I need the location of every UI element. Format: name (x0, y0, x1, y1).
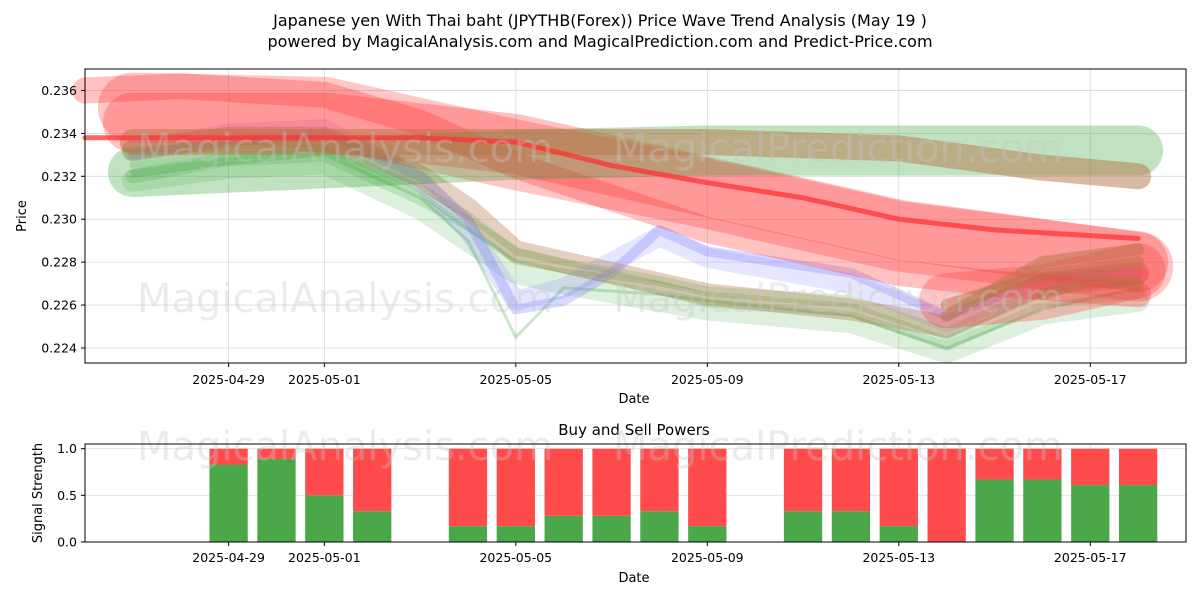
sell-bar (927, 448, 966, 542)
main-series-layer (72, 72, 1174, 364)
sell-bar (592, 448, 631, 516)
watermark-top-left: MagicalAnalysis.com (137, 126, 553, 172)
main-y-tick-label: 0.236 (41, 83, 77, 98)
main-y-tick-label: 0.232 (41, 169, 77, 184)
sub-x-ticks: 2025-04-29 2025-05-01 2025-05-05 2025-05-09… (192, 542, 1127, 565)
buy-bar (305, 495, 344, 542)
sell-bar (496, 448, 535, 527)
buy-bar (783, 511, 823, 542)
buy-bar (544, 515, 583, 542)
buy-bar (448, 526, 488, 542)
buy-bar (831, 511, 871, 542)
sub-y-axis-label: Signal Strength (31, 443, 46, 543)
main-y-tick-label: 0.226 (41, 298, 77, 313)
buy-bar (688, 526, 727, 542)
price-wave-chart: MagicalAnalysis.com MagicalPrediction.co… (15, 68, 1187, 407)
wave-series-green (121, 152, 1150, 364)
main-x-tick-label: 2025-05-13 (862, 372, 935, 387)
buy-bar (1071, 485, 1110, 542)
main-x-tick-label: 2025-05-17 (1054, 372, 1127, 387)
sub-plot-frame (84, 443, 1187, 543)
figure-title-line1: Japanese yen With Thai baht (JPYTHB(Fore… (272, 11, 927, 30)
wave-series-brown (119, 129, 1152, 190)
wave-series-brown (940, 256, 1145, 312)
sell-bar (1071, 448, 1110, 486)
buy-bar (353, 511, 392, 542)
sub-y-tick-label: 1.0 (57, 441, 77, 456)
buy-bar (879, 526, 918, 542)
sub-bars-layer (209, 448, 1158, 542)
watermark-sub-right: MagicalPrediction.com (613, 424, 1063, 470)
buy-bar (209, 464, 248, 542)
main-x-ticks: 2025-04-29 2025-05-01 2025-05-05 2025-05-09… (192, 363, 1127, 387)
sell-bar (209, 448, 248, 465)
main-y-tick-label: 0.228 (41, 255, 77, 270)
watermark-sub-left: MagicalAnalysis.com (137, 424, 553, 470)
figure-title-line2: powered by MagicalAnalysis.com and Magic… (267, 32, 932, 51)
buy-bar (592, 515, 631, 542)
sell-bar (353, 448, 392, 512)
main-x-tick-label: 2025-05-09 (671, 372, 744, 387)
main-y-ticks: 0.224 0.226 0.228 0.230 0.232 0.234 0.236 (41, 83, 85, 355)
sell-bar (1118, 448, 1158, 486)
watermark-top-right: MagicalPrediction.com (613, 126, 1063, 172)
sub-x-tick-label: 2025-05-05 (479, 550, 552, 565)
main-x-axis-label: Date (618, 392, 649, 407)
sell-bar (305, 448, 344, 496)
buy-bar (257, 458, 296, 542)
sub-x-tick-label: 2025-05-17 (1054, 550, 1127, 565)
sell-bar (640, 448, 679, 512)
buy-sell-chart: Buy and Sell Powers MagicalAnalysis.com … (31, 421, 1187, 586)
main-x-tick-label: 2025-05-05 (479, 372, 552, 387)
sell-bar (879, 448, 918, 527)
sub-x-tick-label: 2025-04-29 (192, 550, 265, 565)
main-x-tick-label: 2025-04-29 (192, 372, 265, 387)
sell-bar (257, 448, 296, 459)
buy-bar (1118, 485, 1158, 542)
sell-bar (831, 448, 871, 512)
buy-bar (640, 511, 679, 542)
wave-series-red (82, 135, 1141, 241)
main-y-axis-label: Price (15, 200, 30, 232)
sell-bar (1023, 448, 1062, 480)
wave-series-brown (1036, 273, 1145, 301)
sell-bar (688, 448, 727, 527)
sell-bar (975, 448, 1014, 480)
sub-y-tick-label: 0.5 (57, 488, 77, 503)
wave-series-red (97, 72, 1174, 302)
main-plot-frame (84, 68, 1187, 364)
buy-bar (496, 526, 535, 542)
watermark-mid-left: MagicalAnalysis.com (137, 276, 553, 322)
sell-bar (783, 448, 823, 512)
sub-x-axis-label: Date (618, 571, 649, 586)
sub-x-tick-label: 2025-05-13 (862, 550, 935, 565)
sub-x-tick-label: 2025-05-01 (288, 550, 361, 565)
sub-x-tick-label: 2025-05-09 (671, 550, 744, 565)
main-y-tick-label: 0.230 (41, 212, 77, 227)
buy-bar (975, 479, 1014, 542)
sell-bar (544, 448, 583, 516)
sub-chart-title: Buy and Sell Powers (558, 421, 710, 439)
sub-y-tick-label: 0.0 (57, 535, 77, 550)
main-y-tick-label: 0.234 (41, 126, 77, 141)
main-x-tick-label: 2025-05-01 (288, 372, 361, 387)
sell-bar (448, 448, 488, 527)
wave-series-red (72, 73, 1152, 308)
buy-bar (1023, 479, 1062, 542)
watermark-mid-right: MagicalPrediction.com (613, 276, 1063, 322)
main-y-tick-label: 0.224 (41, 340, 77, 355)
sub-y-ticks: 0.0 0.5 1.0 (57, 441, 85, 550)
